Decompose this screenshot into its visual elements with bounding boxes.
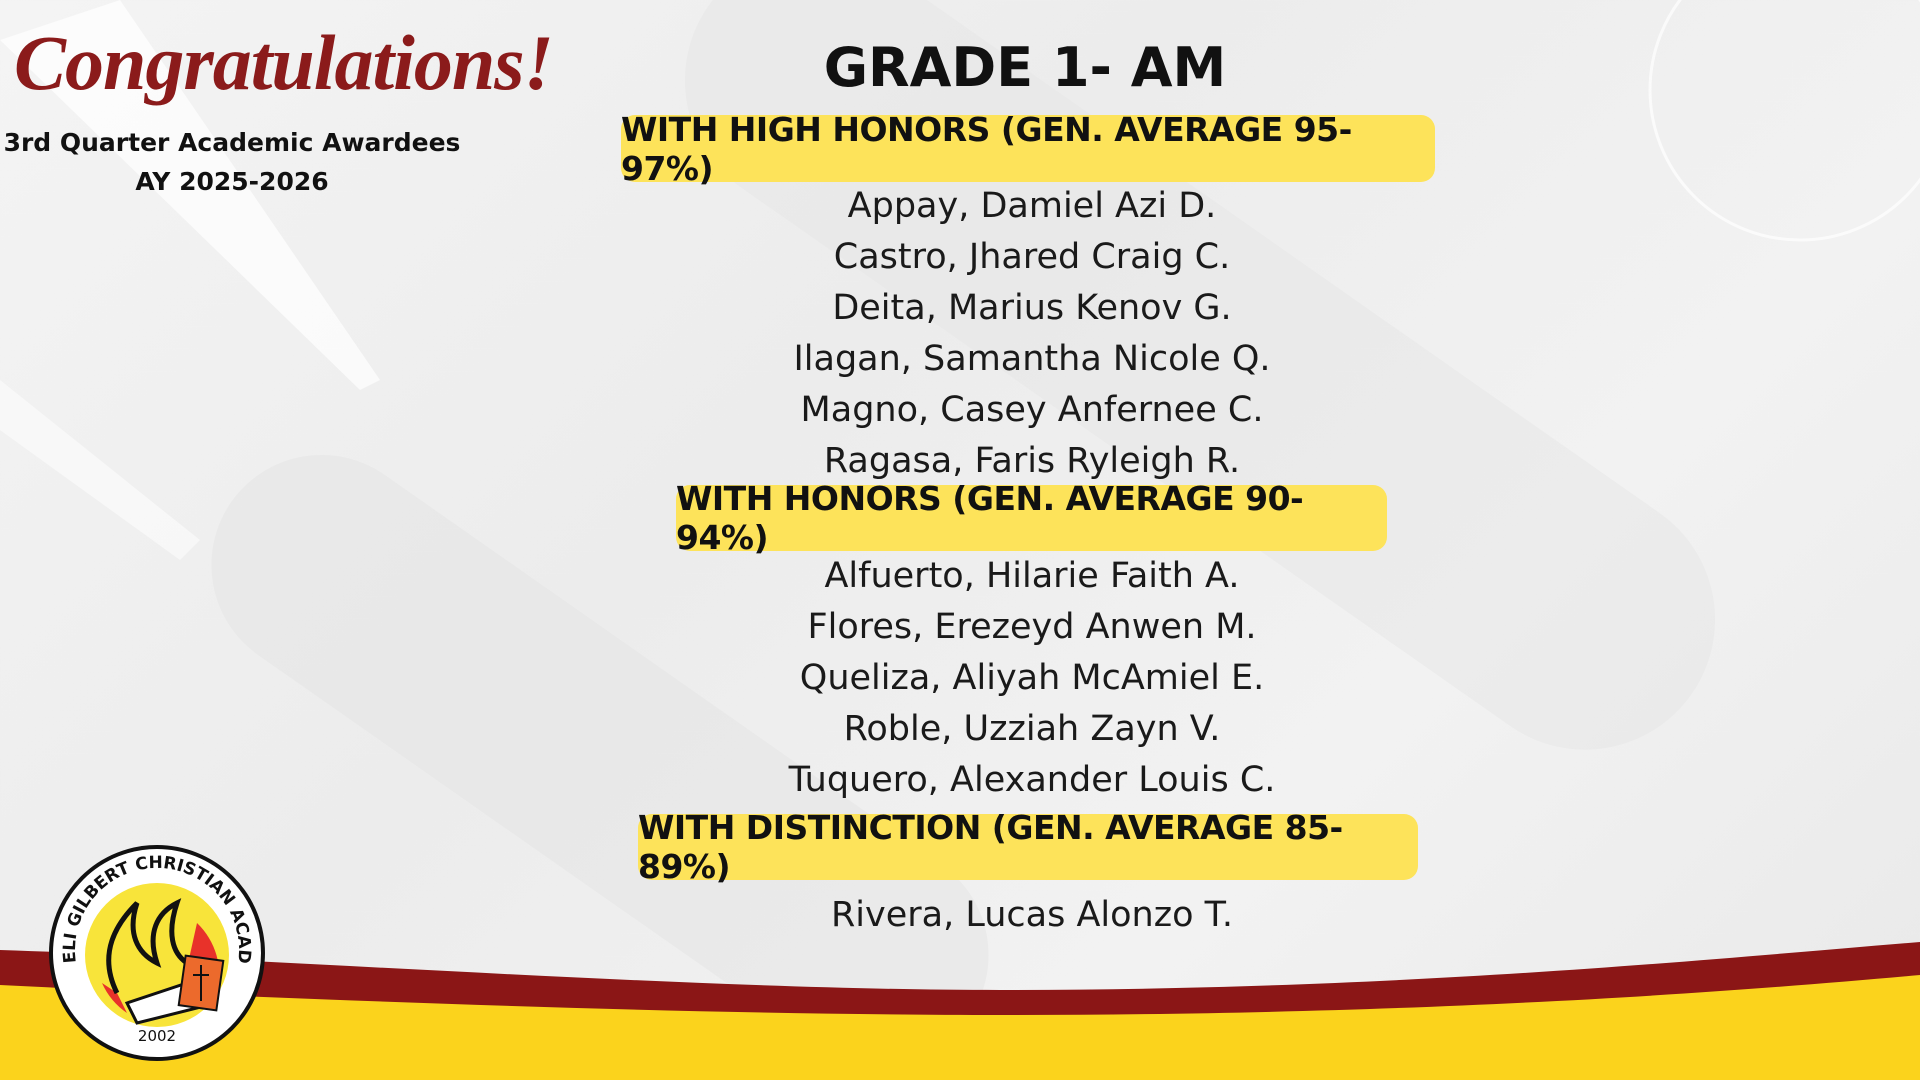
list-item: Alfuerto, Hilarie Faith A. [824,556,1240,596]
section-distinction: WITH DISTINCTION (GEN. AVERAGE 85-89%) [638,808,1418,886]
congratulations-title: Congratulations! [14,19,554,106]
school-logo: ANGELI GILBERT CHRISTIAN ACADEMY 2002 [47,843,265,1061]
subtitle: 3rd Quarter Academic Awardees [3,128,461,157]
list-item: Rivera, Lucas Alonzo T. [830,895,1234,935]
list-item: Roble, Uzziah Zayn V. [843,709,1221,749]
list-item: Ilagan, Samantha Nicole Q. [793,339,1271,379]
list-item: Queliza, Aliyah McAmiel E. [799,658,1265,698]
section-honors: WITH HONORS (GEN. AVERAGE 90-94%) [676,479,1387,557]
logo-year: 2002 [138,1027,176,1045]
section-high-honors: WITH HIGH HONORS (GEN. AVERAGE 95-97%) [621,110,1435,188]
academic-year: AY 2025-2026 [135,167,329,196]
list-item: Castro, Jhared Craig C. [833,237,1231,277]
grade-title: GRADE 1- AM [823,36,1227,99]
list-item: Tuquero, Alexander Louis C. [788,760,1276,800]
list-item: Ragasa, Faris Ryleigh R. [823,441,1241,481]
list-item: Deita, Marius Kenov G. [832,288,1232,328]
list-item: Magno, Casey Anfernee C. [800,390,1264,430]
list-item: Flores, Erezeyd Anwen M. [807,607,1257,647]
list-item: Appay, Damiel Azi D. [847,186,1217,226]
